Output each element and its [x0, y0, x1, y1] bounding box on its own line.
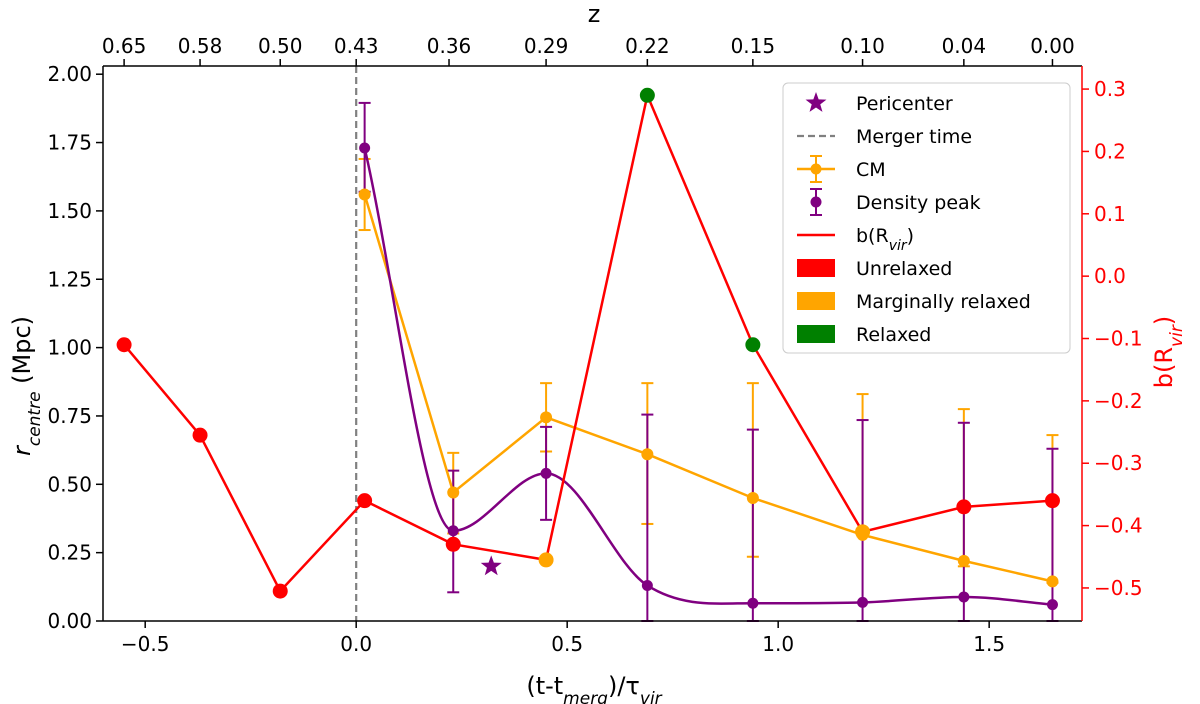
y2-tick-label: −0.4 [1094, 514, 1143, 538]
legend-label: Relaxed [856, 324, 931, 346]
legend-label: Density peak [856, 192, 981, 214]
top-tick-label: 0.22 [625, 34, 670, 58]
y2-axis-label: b(Rvir) [1150, 316, 1187, 388]
y2-tick-label: 0.3 [1094, 77, 1126, 101]
legend-label: Pericenter [856, 93, 953, 115]
top-tick-label: 0.43 [334, 34, 379, 58]
y2-tick-label: −0.2 [1094, 389, 1143, 413]
b-rvir-point [357, 493, 373, 509]
legend-label: Marginally relaxed [856, 291, 1031, 313]
density-peak-point [641, 579, 653, 591]
y2-tick-label: −0.5 [1094, 576, 1143, 600]
top-axis-label: z [588, 0, 601, 28]
b-rvir-point [956, 499, 972, 515]
density-peak-point [1046, 599, 1058, 611]
b-rvir-point [1044, 493, 1060, 509]
y-axis-label: rcentre (Mpc) [8, 316, 45, 456]
b-rvir-point [855, 524, 871, 540]
y2-tick-label: 0.0 [1094, 264, 1126, 288]
cm-point [1046, 575, 1059, 588]
top-tick-label: 0.58 [178, 34, 223, 58]
b-rvir-point [192, 427, 208, 443]
legend-star-icon [805, 92, 827, 112]
x-axis-label: (t-tmerg)/τvir [526, 672, 662, 704]
y-tick-label: 1.50 [47, 199, 92, 223]
top-tick-label: 0.15 [731, 34, 776, 58]
b-rvir-point [272, 583, 288, 599]
y-tick-label: 0.50 [47, 472, 92, 496]
x-tick-label: 1.0 [762, 632, 794, 656]
cm-point [746, 491, 759, 504]
y-tick-label: 2.00 [47, 62, 92, 86]
x-tick-label: −0.5 [121, 632, 170, 656]
cm-point [957, 554, 970, 567]
y-tick-label: 0.75 [47, 404, 92, 428]
legend-label: Unrelaxed [856, 258, 952, 280]
legend-box [782, 82, 1071, 354]
top-tick-label: 0.65 [102, 34, 147, 58]
cm-point [540, 411, 553, 424]
b-rvir-point [538, 552, 554, 568]
y2-tick-label: −0.3 [1094, 451, 1143, 475]
y-tick-label: 0.25 [47, 541, 92, 565]
legend: Pericenter Merger time CM Density peak b(Rvi… [782, 82, 1071, 354]
b-rvir-point [116, 337, 132, 353]
y-tick-label: 1.00 [47, 336, 92, 360]
legend-patch-icon [797, 325, 835, 343]
top-tick-label: 0.50 [258, 34, 303, 58]
cm-point [358, 188, 371, 201]
cm-line [363, 194, 1053, 583]
cm-point [447, 486, 460, 499]
y-tick-label: 0.00 [47, 609, 92, 633]
plot-area: −0.5 0.0 0.5 1.0 1.5 0.65 0.58 0.50 0.43 0.36 0.29… [47, 34, 1142, 656]
cm-point [641, 448, 654, 461]
density-peak-point [857, 596, 869, 608]
density-peak-point [540, 467, 552, 479]
density-peak-point [958, 591, 970, 603]
legend-label: b(Rvir) [856, 225, 914, 254]
legend-marker-icon [810, 196, 822, 208]
legend-marker-icon [810, 163, 822, 175]
pericenter-star [480, 555, 502, 576]
density-peak-point [447, 525, 459, 537]
y2-tick-label: 0.2 [1094, 139, 1126, 163]
y2-tick-label: −0.1 [1094, 327, 1143, 351]
top-tick-label: 0.10 [840, 34, 885, 58]
x-tick-label: 0.5 [551, 632, 583, 656]
b-rvir-point [745, 337, 761, 353]
top-tick-label: 0.00 [1030, 34, 1075, 58]
top-tick-label: 0.04 [942, 34, 987, 58]
legend-label: Merger time [856, 126, 972, 148]
y-tick-label: 1.75 [47, 131, 92, 155]
legend-label: CM [856, 159, 886, 181]
y-tick-label: 1.25 [47, 267, 92, 291]
b-rvir-point [445, 536, 461, 552]
legend-patch-icon [797, 259, 835, 277]
density-peak-point [359, 142, 371, 154]
top-tick-label: 0.29 [524, 34, 569, 58]
legend-patch-icon [797, 292, 835, 310]
density-peak-point [747, 597, 759, 609]
x-tick-label: 1.5 [973, 632, 1005, 656]
y2-tick-label: 0.1 [1094, 202, 1126, 226]
top-tick-label: 0.36 [427, 34, 472, 58]
x-tick-label: 0.0 [340, 632, 372, 656]
b-rvir-point [639, 87, 655, 103]
